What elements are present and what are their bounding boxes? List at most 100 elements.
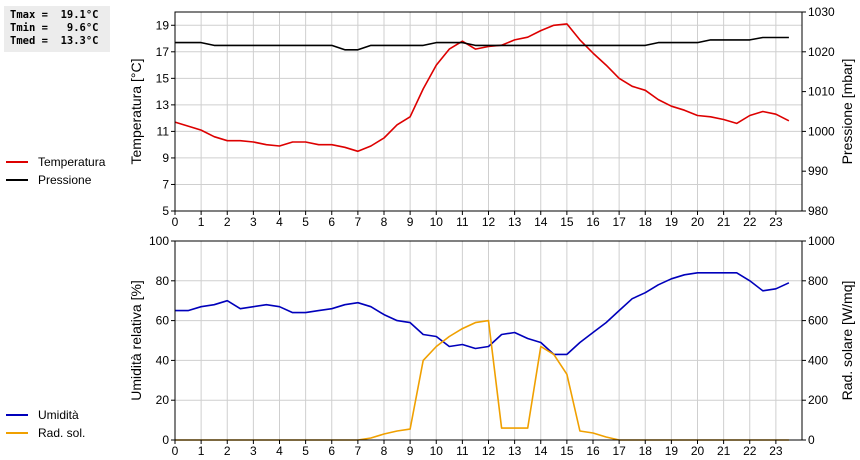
legend-bottom: Umidità Rad. sol.	[6, 406, 85, 442]
legend-label-radsol: Rad. sol.	[38, 426, 86, 440]
x-tick-label: 19	[665, 444, 679, 458]
x-tick-label: 21	[717, 215, 731, 229]
x-tick-label: 4	[276, 215, 283, 229]
y2-tick-label: 1020	[808, 45, 835, 59]
legend-item-umidita: Umidità	[6, 406, 85, 424]
y-tick-label: 17	[156, 45, 170, 59]
y-axis-title: Temperatura [°C]	[128, 59, 144, 165]
x-tick-label: 13	[508, 215, 522, 229]
legend-swatch-radsol	[6, 432, 28, 434]
x-tick-label: 22	[743, 444, 757, 458]
x-tick-label: 18	[639, 444, 653, 458]
x-tick-label: 21	[717, 444, 731, 458]
y2-tick-label: 1000	[808, 124, 835, 138]
y2-tick-label: 990	[808, 164, 828, 178]
x-tick-label: 23	[769, 215, 783, 229]
x-tick-label: 11	[456, 215, 469, 229]
x-tick-label: 5	[302, 215, 309, 229]
y-tick-label: 5	[162, 204, 169, 218]
x-tick-label: 14	[534, 215, 548, 229]
legend-top: Temperatura Pressione	[6, 153, 105, 189]
x-tick-label: 14	[534, 444, 548, 458]
y2-tick-label: 1000	[808, 234, 835, 248]
y2-axis-title: Pressione [mbar]	[839, 59, 855, 165]
y2-tick-label: 980	[808, 204, 828, 218]
legend-item-radsol: Rad. sol.	[6, 424, 85, 442]
x-tick-label: 20	[691, 215, 705, 229]
series-line-umidit	[175, 271, 790, 356]
x-tick-label: 19	[665, 215, 679, 229]
legend-label-umidita: Umidità	[38, 408, 79, 422]
y2-tick-label: 600	[808, 314, 828, 328]
y-tick-label: 40	[156, 353, 170, 367]
x-tick-label: 1	[198, 444, 205, 458]
x-tick-label: 17	[612, 444, 626, 458]
x-tick-label: 7	[355, 444, 362, 458]
stat-tmed: Tmed = 13.3°C	[10, 35, 99, 47]
y2-tick-label: 0	[808, 433, 815, 447]
series-line-rad-sol	[175, 319, 789, 441]
y-tick-label: 7	[162, 177, 169, 191]
x-tick-label: 6	[328, 444, 335, 458]
x-tick-label: 7	[355, 215, 362, 229]
y-tick-label: 0	[162, 433, 169, 447]
y-tick-label: 80	[156, 274, 170, 288]
stat-tmin: Tmin = 9.6°C	[10, 22, 99, 34]
legend-item-pressione: Pressione	[6, 171, 105, 189]
y2-tick-label: 200	[808, 393, 828, 407]
y2-axis-title: Rad. solare [W/mq]	[839, 281, 855, 401]
x-tick-label: 20	[691, 444, 705, 458]
legend-item-temperatura: Temperatura	[6, 153, 105, 171]
legend-swatch-temperatura	[6, 161, 28, 163]
x-tick-label: 10	[430, 215, 444, 229]
x-tick-label: 3	[250, 444, 257, 458]
x-tick-label: 8	[381, 444, 388, 458]
legend-label-pressione: Pressione	[38, 173, 92, 187]
x-tick-label: 9	[407, 215, 414, 229]
x-tick-label: 10	[430, 444, 444, 458]
y-tick-label: 100	[149, 234, 169, 248]
x-tick-label: 16	[586, 215, 600, 229]
x-tick-label: 2	[224, 215, 231, 229]
y-tick-label: 11	[157, 124, 170, 138]
x-tick-label: 12	[482, 444, 496, 458]
x-tick-label: 18	[639, 215, 653, 229]
y-tick-label: 15	[156, 71, 170, 85]
x-tick-label: 22	[743, 215, 757, 229]
x-tick-label: 13	[508, 444, 522, 458]
y-tick-label: 20	[156, 393, 170, 407]
chart-panel-top: 0 1 2 3 4 5 6 7 8 9 10 11 12 13 14 15 16 17 18 19 20 21 22 2357…	[128, 5, 855, 229]
x-tick-label: 5	[302, 444, 309, 458]
legend-label-temperatura: Temperatura	[38, 155, 106, 169]
x-tick-label: 17	[612, 215, 626, 229]
x-tick-label: 9	[407, 444, 414, 458]
x-tick-label: 11	[456, 444, 469, 458]
x-tick-label: 0	[172, 444, 179, 458]
x-tick-label: 0	[172, 215, 179, 229]
x-tick-label: 23	[769, 444, 783, 458]
legend-swatch-pressione	[6, 179, 28, 181]
y2-tick-label: 1030	[808, 5, 835, 19]
x-tick-label: 1	[198, 215, 205, 229]
x-tick-label: 16	[586, 444, 600, 458]
x-tick-label: 15	[560, 215, 574, 229]
stats-box: Tmax = 19.1°C Tmin = 9.6°C Tmed = 13.3°C	[4, 6, 110, 52]
y-tick-label: 60	[156, 314, 170, 328]
chart-panel-bottom: 0 1 2 3 4 5 6 7 8 9 10 11 12 13 14 15 16 17 18 19 20 21 22 2302…	[128, 234, 855, 458]
x-tick-label: 3	[250, 215, 257, 229]
x-tick-label: 2	[224, 444, 231, 458]
x-tick-label: 15	[560, 444, 574, 458]
series-line-temperatura	[174, 23, 790, 153]
x-tick-label: 12	[482, 215, 496, 229]
x-tick-label: 6	[328, 215, 335, 229]
stat-tmax: Tmax = 19.1°C	[10, 9, 99, 21]
y-tick-label: 9	[162, 151, 169, 165]
x-tick-label: 4	[276, 444, 283, 458]
y-tick-label: 19	[156, 18, 170, 32]
y2-tick-label: 800	[808, 274, 828, 288]
y-tick-label: 13	[156, 98, 170, 112]
y2-tick-label: 400	[808, 353, 828, 367]
y-axis-title: Umidità relativa [%]	[128, 280, 144, 401]
legend-swatch-umidita	[6, 414, 28, 416]
